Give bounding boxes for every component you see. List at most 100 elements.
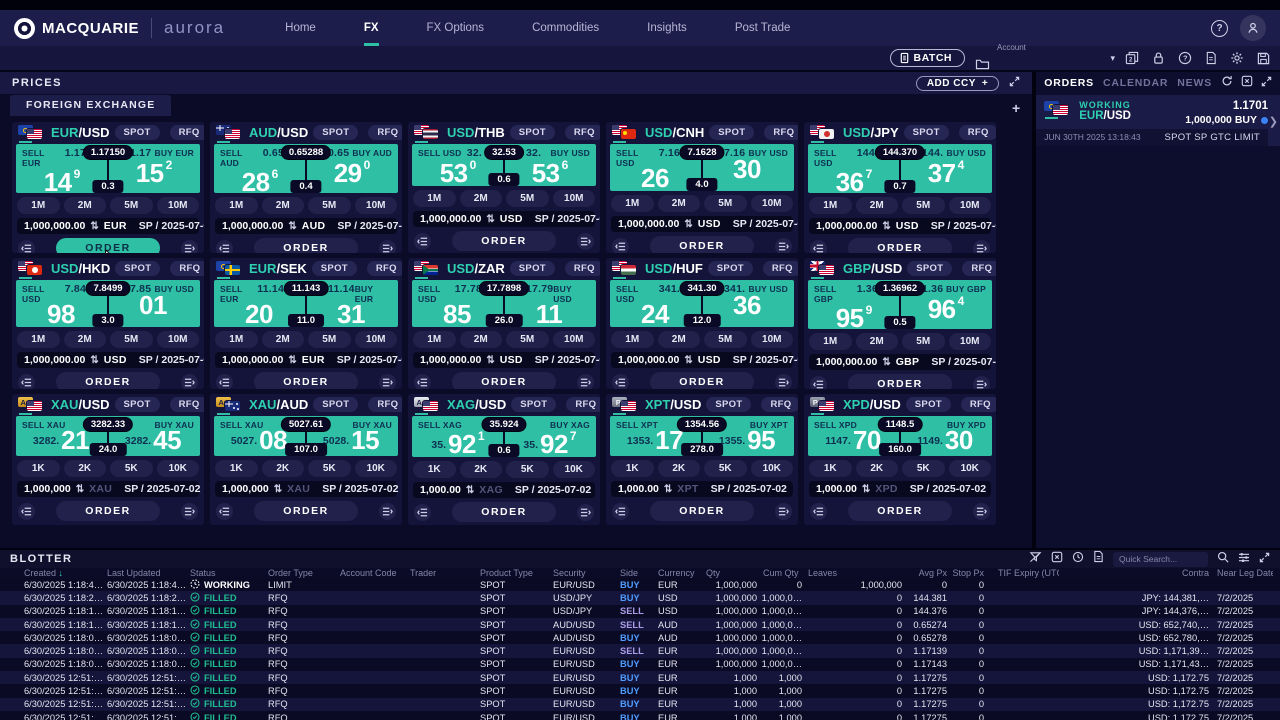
blotter-row[interactable]: 6/30/2025 1:18:10 PM 6/30/2025 1:18:10 P…: [0, 617, 1280, 632]
quick-amount-button[interactable]: 5M: [110, 197, 153, 214]
quick-amount-button[interactable]: 10M: [354, 197, 397, 214]
tenor-type-pill[interactable]: SPOT: [905, 397, 951, 413]
sell-price-button[interactable]: SELL XAU 5027. 08: [220, 420, 288, 456]
quick-amount-button[interactable]: 2M: [657, 195, 700, 213]
blotter-row[interactable]: 6/30/2025 12:51:05 … 6/30/2025 12:51:05 …: [0, 710, 1280, 720]
col-cum-qty[interactable]: Cum Qty: [763, 568, 799, 578]
dealt-currency-toggle[interactable]: EUR: [103, 220, 127, 232]
sell-price-button[interactable]: SELL USD 17.78 85: [418, 283, 482, 329]
order-button[interactable]: ORDER: [848, 238, 952, 253]
quick-amount-button[interactable]: 5M: [704, 331, 747, 349]
depth-ladder-icon[interactable]: [414, 232, 431, 250]
rfq-button[interactable]: RFQ: [962, 261, 996, 276]
tab-foreign-exchange[interactable]: FOREIGN EXCHANGE: [10, 95, 172, 116]
col-last-updated[interactable]: Last Updated: [107, 568, 161, 578]
quick-amount-button[interactable]: 10K: [354, 460, 397, 477]
order-list-icon[interactable]: [379, 239, 396, 253]
amount-stepper-icon[interactable]: ⇅: [288, 220, 297, 232]
value-date-selector[interactable]: SP / 2025-07-02: [337, 220, 402, 232]
order-button[interactable]: ORDER: [56, 501, 160, 521]
rfq-button[interactable]: RFQ: [762, 261, 798, 276]
blotter-row[interactable]: 6/30/2025 12:51:07 … 6/30/2025 12:51:07 …: [0, 671, 1280, 685]
quick-amount-button[interactable]: 2M: [459, 190, 502, 207]
order-list-icon[interactable]: [775, 373, 792, 389]
buy-price-button[interactable]: 144. BUY USD 37 4: [922, 147, 986, 188]
sell-price-button[interactable]: SELL USD 32. 53 0: [418, 147, 482, 188]
order-button[interactable]: ORDER: [254, 238, 358, 253]
nav-item-commodities[interactable]: Commodities: [532, 22, 600, 34]
sell-price-button[interactable]: SELL GBP 1.36 95 9: [814, 283, 878, 333]
order-button[interactable]: ORDER: [848, 374, 952, 389]
amount-input[interactable]: 1,000,000.00: [618, 354, 680, 367]
amount-stepper-icon[interactable]: ⇅: [90, 220, 99, 232]
order-list-icon[interactable]: [379, 373, 396, 389]
nav-item-insights[interactable]: Insights: [647, 22, 687, 34]
buy-price-button[interactable]: BUY XAU 5028. 15: [322, 420, 392, 456]
account-caret-icon[interactable]: ▾: [1110, 52, 1115, 63]
order-button[interactable]: ORDER: [650, 501, 754, 521]
sell-price-button[interactable]: SELL USD 7.16 26: [616, 147, 680, 193]
blotter-row[interactable]: 6/30/2025 1:18:43 PM 6/30/2025 1:18:43 P…: [0, 578, 1280, 592]
col-created[interactable]: Created ↓: [24, 568, 64, 578]
depth-ladder-icon[interactable]: [216, 502, 233, 520]
buy-price-button[interactable]: 7.85 BUY USD 01: [130, 283, 194, 320]
quick-amount-button[interactable]: 10M: [948, 197, 991, 214]
quick-amount-button[interactable]: 2K: [261, 460, 304, 477]
expand-blotter-icon[interactable]: [1259, 550, 1270, 568]
sell-price-button[interactable]: SELL USD 144. 36 7: [814, 147, 878, 197]
rfq-button[interactable]: RFQ: [169, 397, 204, 413]
order-list-icon[interactable]: [973, 502, 990, 520]
value-date-selector[interactable]: SP / 2025-07-02: [534, 354, 600, 367]
quick-amount-button[interactable]: 2M: [855, 333, 898, 350]
batch-button[interactable]: BATCH: [889, 49, 965, 67]
depth-ladder-icon[interactable]: [18, 239, 35, 253]
amount-input[interactable]: 1,000,000: [222, 483, 269, 495]
order-list-icon[interactable]: [181, 373, 198, 389]
buy-price-button[interactable]: 7.16 BUY USD 30: [724, 147, 788, 184]
dealt-currency-toggle[interactable]: USD: [697, 354, 721, 367]
blotter-row[interactable]: 6/30/2025 1:18:00 PM 6/30/2025 1:18:00 P…: [0, 657, 1280, 672]
depth-ladder-icon[interactable]: [216, 373, 233, 389]
quick-amount-button[interactable]: 10M: [750, 331, 793, 349]
amount-stepper-icon[interactable]: ⇅: [75, 483, 85, 495]
export-excel-icon[interactable]: [1241, 74, 1253, 92]
tenor-type-pill[interactable]: SPOT: [706, 397, 752, 413]
report-doc-icon[interactable]: [1205, 51, 1217, 65]
order-list-icon[interactable]: [973, 375, 990, 389]
quick-amount-button[interactable]: 5M: [308, 197, 351, 214]
quick-amount-button[interactable]: 2K: [855, 460, 898, 477]
order-list-icon[interactable]: [775, 502, 792, 520]
clear-filter-icon[interactable]: [1029, 550, 1042, 568]
order-button[interactable]: ORDER: [650, 236, 754, 253]
help-circle-icon[interactable]: ?: [1178, 51, 1192, 65]
quick-amount-button[interactable]: 2M: [261, 197, 304, 214]
order-button[interactable]: ORDER: [452, 502, 556, 522]
dealt-currency-toggle[interactable]: USD: [697, 218, 721, 231]
rfq-button[interactable]: RFQ: [368, 125, 402, 140]
search-icon[interactable]: [1217, 550, 1229, 568]
value-date-selector[interactable]: SP / 2025-07-03: [138, 354, 204, 367]
depth-ladder-icon[interactable]: [810, 375, 827, 389]
order-list-icon[interactable]: [181, 502, 198, 520]
quick-amount-button[interactable]: 2M: [657, 331, 700, 349]
buy-price-button[interactable]: BUY XPD 1149. 30: [917, 420, 986, 456]
quick-amount-button[interactable]: 1M: [17, 197, 60, 214]
refresh-icon[interactable]: [1221, 74, 1233, 92]
blotter-row[interactable]: 6/30/2025 12:51:05 … 6/30/2025 12:51:05 …: [0, 697, 1280, 711]
buy-price-button[interactable]: 32. BUY USD 53 6: [526, 147, 590, 188]
quick-amount-button[interactable]: 5K: [902, 460, 945, 477]
dealt-currency-toggle[interactable]: XPD: [875, 483, 898, 495]
col-account-code[interactable]: Account Code: [340, 568, 397, 578]
tenor-type-pill[interactable]: SPOT: [115, 261, 161, 276]
quick-amount-button[interactable]: 10M: [750, 195, 793, 213]
value-date-selector[interactable]: SP / 2025-07-02: [931, 356, 996, 368]
amount-input[interactable]: 1,000,000.00: [618, 218, 680, 231]
quick-amount-button[interactable]: 5K: [704, 460, 747, 477]
order-button[interactable]: ORDER: [254, 501, 358, 521]
order-list-icon[interactable]: [181, 239, 198, 253]
col-product-type[interactable]: Product Type: [480, 568, 533, 578]
expand-orders-icon[interactable]: [1261, 74, 1272, 92]
col-qty[interactable]: Qty: [706, 568, 721, 578]
quick-amount-button[interactable]: 1M: [17, 331, 60, 349]
sell-price-button[interactable]: SELL USD 7.84 98: [22, 283, 86, 329]
